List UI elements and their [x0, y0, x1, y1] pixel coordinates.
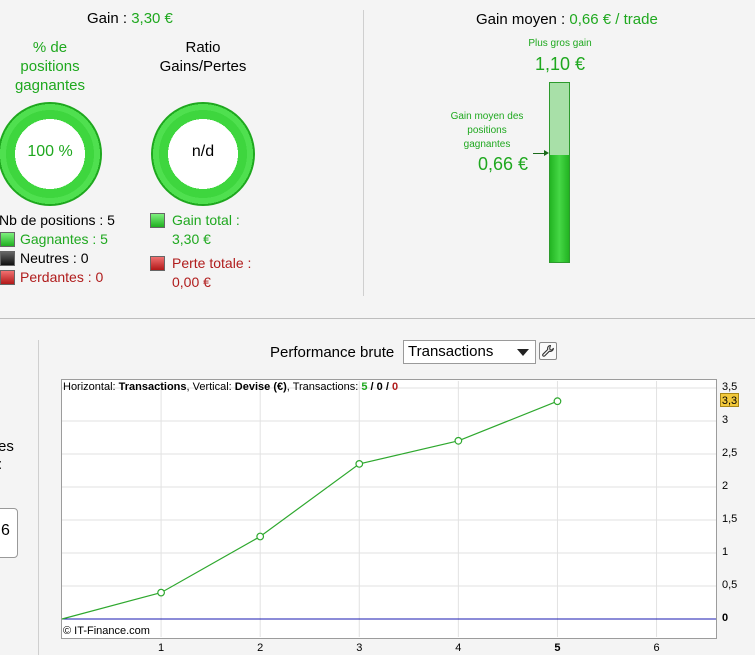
gain-total-value: 3,30 € — [172, 231, 211, 247]
x-tick-label: 2 — [257, 642, 264, 654]
left-stub-value: 6 — [1, 522, 10, 539]
chart-t-win: 5 — [361, 381, 368, 393]
neutral-legend-swatch — [0, 251, 15, 266]
max-gain-value: 1,10 € — [534, 54, 586, 74]
ratio-ring: n/d — [151, 102, 255, 206]
y-tick-label: 0 — [722, 612, 729, 624]
y-tick-label: 1 — [722, 546, 729, 558]
wrench-button[interactable] — [539, 342, 557, 360]
y-tick-label: 0,5 — [722, 579, 738, 591]
avg-winning-value: 0,66 € — [477, 154, 529, 174]
positions-count: Nb de positions : 5 — [0, 212, 115, 228]
performance-title: Performance brute — [270, 344, 395, 361]
avg-pointer-arrow — [533, 153, 547, 154]
losing-count: Perdantes : 0 — [20, 269, 104, 285]
avg-winning-label: Gain moyen des positions gagnantes — [450, 111, 524, 150]
ratio-value: n/d — [191, 143, 215, 160]
winning-count: Gagnantes : 5 — [20, 231, 108, 247]
gain-total-label: Gain total : — [172, 212, 240, 228]
chart-h-value: Transactions — [118, 381, 187, 393]
max-gain-label: Plus gros gain — [528, 38, 592, 49]
chart-h-label: Horizontal: — [63, 381, 119, 393]
avg-gain-bar-fill — [550, 154, 569, 262]
left-partial-text-2: : — [0, 456, 2, 473]
avg-pointer-arrowhead — [544, 150, 549, 156]
avg-gain-label: Gain moyen : — [476, 11, 570, 28]
chart-t-sep1: / — [367, 381, 377, 393]
chart-frame — [61, 379, 717, 639]
gain-total-swatch — [150, 213, 165, 228]
chart-t-label: , Transactions: — [286, 381, 362, 393]
gain-value: 3,30 € — [131, 10, 173, 27]
y-tick-label: 2,5 — [722, 447, 738, 459]
losing-legend-swatch — [0, 270, 15, 285]
neutral-count: Neutres : 0 — [20, 250, 89, 266]
pct-winning-value: 100 % — [27, 143, 73, 160]
y-tick-label: 3 — [722, 414, 729, 426]
x-tick-label: 6 — [653, 642, 660, 654]
loss-total-swatch — [150, 256, 165, 271]
ratio-label: Ratio Gains/Pertes — [159, 39, 247, 75]
left-partial-text-1: es — [0, 438, 14, 455]
pct-winning-label: % de positions gagnantes — [14, 39, 86, 94]
chart-t-sep2: / — [382, 381, 392, 393]
top-divider — [363, 10, 364, 296]
y-tick-label: 2 — [722, 480, 729, 492]
chart-v-label: , Vertical: — [186, 381, 235, 393]
chart-info-line: Horizontal: Transactions, Vertical: Devi… — [63, 381, 398, 393]
performance-select[interactable]: Transactions — [403, 340, 536, 364]
y-tick-label: 1,5 — [722, 513, 738, 525]
avg-gain-value: 0,66 € / trade — [569, 11, 658, 28]
loss-total-value: 0,00 € — [172, 274, 211, 290]
performance-select-value: Transactions — [408, 343, 494, 360]
winning-legend-swatch — [0, 232, 15, 247]
chevron-down-icon — [517, 349, 529, 356]
avg-gain-bar — [549, 82, 570, 263]
y-tick-label: 3,5 — [722, 381, 738, 393]
left-stub-field[interactable]: 6 — [0, 508, 18, 558]
x-tick-label: 4 — [455, 642, 462, 654]
bottom-divider — [38, 340, 39, 655]
chart-v-value: Devise (€) — [234, 381, 287, 393]
x-tick-label: 3 — [356, 642, 363, 654]
loss-total-label: Perte totale : — [172, 255, 252, 271]
x-tick-label: 1 — [158, 642, 165, 654]
middle-divider — [0, 318, 755, 319]
avg-gain-header: Gain moyen : 0,66 € / trade — [476, 11, 658, 28]
gain-label: Gain : — [87, 10, 132, 27]
chart-t-loss: 0 — [391, 381, 399, 393]
current-value-badge: 3,3 — [720, 393, 739, 407]
chart-credit: © IT-Finance.com — [63, 625, 150, 637]
wrench-icon — [542, 344, 554, 357]
gain-header: Gain : 3,30 € — [87, 10, 173, 27]
chart-t-neutral: 0 — [376, 381, 383, 393]
x-tick-label: 5 — [554, 642, 561, 654]
pct-winning-ring: 100 % — [0, 102, 102, 206]
